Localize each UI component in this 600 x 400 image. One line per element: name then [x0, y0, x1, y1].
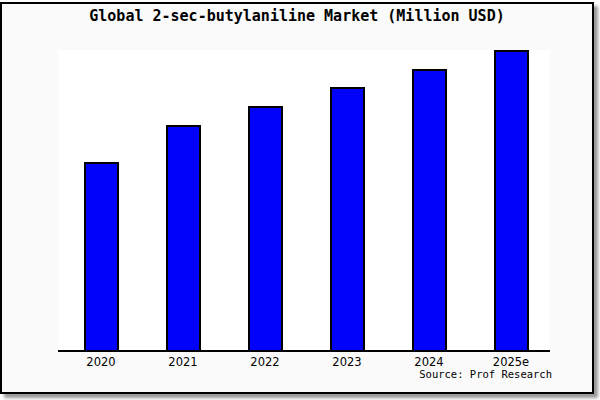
x-tick-label-2023: 2023 — [332, 355, 361, 369]
bar-2021 — [166, 125, 201, 350]
chart-frame: Global 2-sec-butylaniline Market (Millio… — [0, 2, 594, 394]
x-tick-label-2022: 2022 — [250, 355, 279, 369]
x-tick-label-2025e: 2025e — [493, 355, 529, 369]
bar-2022 — [248, 106, 283, 350]
bar-2025e — [494, 50, 529, 350]
chart-title: Global 2-sec-butylaniline Market (Millio… — [2, 7, 592, 26]
plot-area — [58, 50, 550, 352]
x-tick-label-2021: 2021 — [168, 355, 197, 369]
source-label: Source: Prof Research — [419, 368, 552, 380]
x-tick-label-2024: 2024 — [414, 355, 443, 369]
bar-2023 — [330, 87, 365, 350]
bar-2020 — [84, 162, 119, 350]
x-tick-label-2020: 2020 — [86, 355, 115, 369]
chart-canvas: Global 2-sec-butylaniline Market (Millio… — [0, 0, 600, 400]
bar-2024 — [412, 69, 447, 350]
